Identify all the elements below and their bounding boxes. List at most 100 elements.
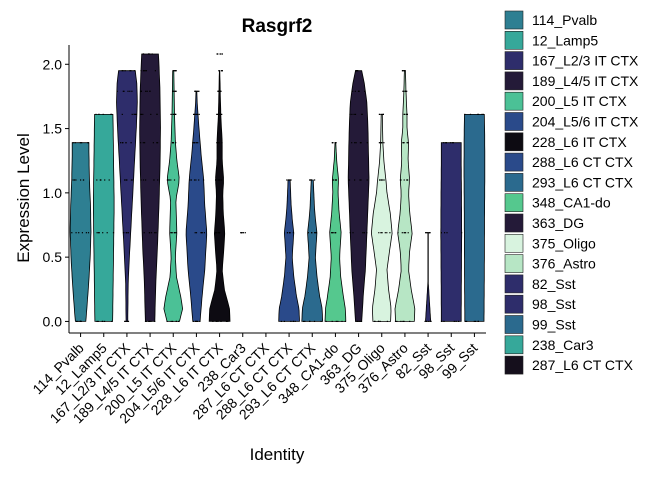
data-point-99-sst <box>469 113 472 115</box>
legend-swatch-12-lamp5 <box>504 30 524 50</box>
data-point-189-l4-5-it-ctx <box>150 320 152 322</box>
legend-label-167-l2-3-it-ctx: 167_L2/3 IT CTX <box>532 53 639 69</box>
x-axis-label: Identity <box>250 445 305 464</box>
data-point-167-l2-3-it-ctx <box>122 232 125 234</box>
data-point-228-l6-it-ctx <box>216 232 218 234</box>
data-point-82-sst <box>428 232 430 234</box>
data-point-167-l2-3-it-ctx <box>120 142 122 144</box>
legend-label-12-lamp5: 12_Lamp5 <box>532 32 598 48</box>
data-point-376-astro <box>402 320 404 322</box>
legend-label-293-l6-ct-ctx: 293_L6 CT CTX <box>532 174 634 190</box>
data-point-98-sst <box>461 232 463 234</box>
data-point-363-dg <box>348 179 350 181</box>
data-point-114-pvalb <box>75 179 77 181</box>
legend-swatch-288-l6-ct-ctx <box>504 152 524 172</box>
legend-label-200-l5-it-ctx: 200_L5 IT CTX <box>532 93 627 109</box>
data-point-12-lamp5 <box>104 320 106 322</box>
data-point-82-sst <box>425 232 428 234</box>
data-point-189-l4-5-it-ctx <box>142 142 144 144</box>
violin-99-sst <box>463 114 486 322</box>
data-point-99-sst <box>477 113 479 115</box>
violin-98-sst <box>440 142 463 322</box>
violin-12-lamp5 <box>93 114 115 322</box>
data-point-376-astro <box>403 70 405 72</box>
data-point-12-lamp5 <box>101 320 103 322</box>
data-point-204-l5-6-it-ctx <box>193 113 195 115</box>
data-point-288-l6-ct-ctx <box>292 320 294 322</box>
data-point-189-l4-5-it-ctx <box>146 90 148 92</box>
data-point-363-dg <box>355 142 357 144</box>
data-point-228-l6-it-ctx <box>217 142 219 144</box>
legend-swatch-204-l5-6-it-ctx <box>504 112 524 131</box>
data-point-204-l5-6-it-ctx <box>198 113 200 115</box>
data-point-376-astro <box>403 90 405 92</box>
legend-swatch-82-sst <box>504 274 524 294</box>
data-point-293-l6-ct-ctx <box>303 320 305 322</box>
data-point-376-astro <box>397 232 399 234</box>
data-point-98-sst <box>450 142 452 144</box>
data-point-204-l5-6-it-ctx <box>197 90 199 92</box>
data-point-228-l6-it-ctx <box>218 179 220 181</box>
data-point-288-l6-ct-ctx <box>294 320 296 322</box>
data-point-99-sst <box>477 320 479 322</box>
data-point-167-l2-3-it-ctx <box>129 70 131 72</box>
data-point-204-l5-6-it-ctx <box>194 232 196 234</box>
legend-label-363-dg: 363_DG <box>532 215 584 231</box>
data-point-348-ca1-do <box>335 232 337 234</box>
data-point-200-l5-it-ctx <box>166 179 168 181</box>
data-point-167-l2-3-it-ctx <box>124 320 126 322</box>
data-point-99-sst <box>475 320 477 322</box>
data-point-114-pvalb <box>73 179 76 181</box>
data-point-189-l4-5-it-ctx <box>149 53 151 55</box>
data-point-99-sst <box>464 113 466 115</box>
data-point-204-l5-6-it-ctx <box>196 142 198 144</box>
data-point-376-astro <box>407 232 409 234</box>
data-point-348-ca1-do <box>334 179 336 181</box>
data-point-204-l5-6-it-ctx <box>203 232 205 234</box>
data-point-375-oligo <box>389 232 391 234</box>
data-point-228-l6-it-ctx <box>218 90 221 92</box>
data-point-228-l6-it-ctx <box>227 320 229 322</box>
data-point-348-ca1-do <box>332 232 334 234</box>
data-point-12-lamp5 <box>96 179 98 181</box>
legend-swatch-293-l6-ct-ctx <box>504 173 524 192</box>
legend-label-99-sst: 99_Sst <box>532 317 576 333</box>
data-point-376-astro <box>405 90 407 92</box>
data-point-228-l6-it-ctx <box>221 179 223 181</box>
data-point-167-l2-3-it-ctx <box>125 320 127 322</box>
data-point-189-l4-5-it-ctx <box>152 142 154 144</box>
data-point-375-oligo <box>378 113 380 115</box>
legend-label-228-l6-it-ctx: 228_L6 IT CTX <box>532 134 627 150</box>
data-point-204-l5-6-it-ctx <box>192 320 194 322</box>
data-point-167-l2-3-it-ctx <box>133 113 135 115</box>
data-point-12-lamp5 <box>108 179 110 181</box>
legend-label-114-pvalb: 114_Pvalb <box>532 12 597 28</box>
data-point-238-car3 <box>244 232 246 234</box>
data-point-12-lamp5 <box>97 320 99 322</box>
data-point-375-oligo <box>380 179 382 181</box>
data-point-12-lamp5 <box>96 320 98 322</box>
data-point-200-l5-it-ctx <box>175 70 177 72</box>
legend-swatch-200-l5-it-ctx <box>504 91 524 111</box>
data-point-200-l5-it-ctx <box>172 113 174 115</box>
data-point-200-l5-it-ctx <box>175 90 177 92</box>
data-point-114-pvalb <box>80 179 82 181</box>
data-point-200-l5-it-ctx <box>166 320 168 322</box>
data-point-288-l6-ct-ctx <box>290 320 292 322</box>
data-point-293-l6-ct-ctx <box>315 232 317 234</box>
violin-204-l5-6-it-ctx <box>185 90 208 322</box>
data-point-200-l5-it-ctx <box>178 320 180 322</box>
data-point-376-astro <box>406 113 408 115</box>
data-point-204-l5-6-it-ctx <box>196 320 199 322</box>
data-point-189-l4-5-it-ctx <box>155 232 157 234</box>
legend-swatch-98-sst <box>504 294 524 314</box>
data-point-12-lamp5 <box>110 113 112 115</box>
data-point-376-astro <box>407 142 409 144</box>
data-point-12-lamp5 <box>112 232 115 234</box>
data-point-363-dg <box>362 232 364 234</box>
data-point-99-sst <box>477 113 480 115</box>
data-point-293-l6-ct-ctx <box>314 179 316 181</box>
legend-label-288-l6-ct-ctx: 288_L6 CT CTX <box>532 154 634 170</box>
data-point-12-lamp5 <box>96 232 98 234</box>
